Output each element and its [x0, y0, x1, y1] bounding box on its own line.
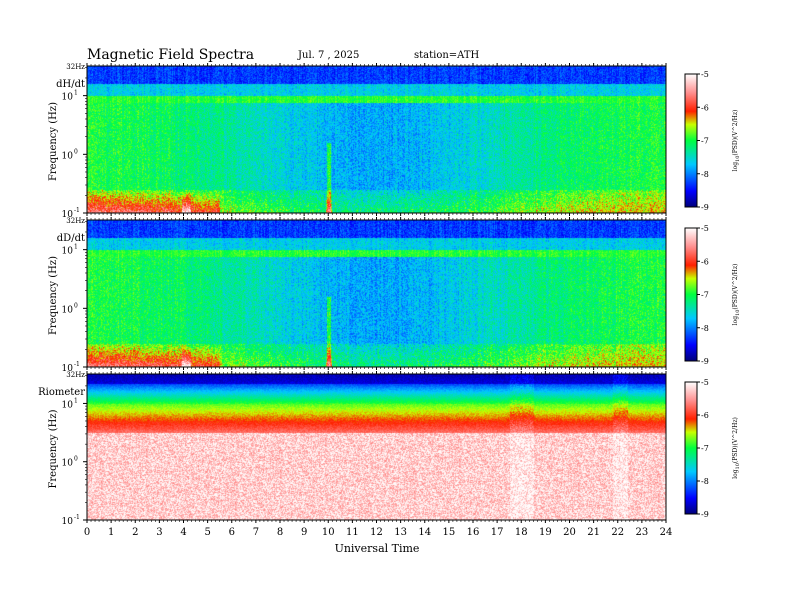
y-top-label: 32Hz: [66, 371, 85, 379]
y-tick-label: 10: [62, 364, 74, 374]
x-tick-label: 10: [322, 527, 335, 538]
y-axis-label: Frequency (Hz): [48, 256, 59, 335]
x-tick-label: 8: [277, 527, 283, 538]
colorbar-tick-label: -8: [701, 324, 709, 333]
y-tick-exponent: 1: [74, 397, 78, 404]
colorbar-tick-label: -7: [701, 291, 709, 300]
y-tick-exponent: -1: [74, 361, 80, 368]
y-tick-exponent: 0: [74, 302, 78, 309]
colorbar: [684, 381, 698, 515]
colorbar-label: log10(PSD)(V^2/Hz): [732, 417, 741, 479]
colorbar-label: log10(PSD)(V^2/Hz): [732, 110, 741, 172]
x-tick-label: 3: [156, 527, 162, 538]
colorbar: [684, 227, 698, 362]
spectrogram-image: [87, 220, 666, 367]
x-tick-label: 12: [370, 527, 383, 538]
station-label: station=ATH: [414, 50, 480, 61]
y-tick-exponent: 1: [74, 244, 78, 251]
panel-label: Riometer: [38, 387, 85, 398]
colorbar-tick-label: -6: [701, 257, 709, 266]
x-tick-label: 17: [491, 527, 504, 538]
colorbar-tick-label: -9: [701, 510, 709, 519]
y-tick-exponent: 1: [74, 90, 78, 97]
y-tick-exponent: -1: [74, 514, 80, 521]
spectrogram-canvas: [87, 374, 666, 520]
colorbar-label: log10(PSD)(V^2/Hz): [732, 264, 741, 326]
y-tick-label: 10: [62, 93, 74, 103]
x-tick-label: 7: [253, 527, 259, 538]
colorbar-tick-label: -7: [701, 137, 709, 146]
x-axis-label: Universal Time: [335, 542, 420, 555]
date-label: Jul. 7 , 2025: [297, 50, 359, 61]
x-tick-label: 6: [229, 527, 235, 538]
y-top-label: 32Hz: [66, 217, 85, 225]
y-tick-label: 10: [62, 151, 74, 161]
spectrogram-canvas: [87, 66, 666, 213]
time-axis: 0 1 2 3 4 5 6 7 8 9 10 11 12 13 14 15 16 17 18 19 20 21 22 23 24: [84, 527, 673, 538]
x-tick-label: 1: [108, 527, 114, 538]
spectrogram-canvas: [87, 220, 666, 367]
colorbar-label-sub: 10: [735, 310, 741, 316]
panel-label: dH/dt: [56, 79, 85, 90]
y-axis-label: Frequency (Hz): [48, 409, 59, 488]
colorbar-tick-label: -9: [701, 357, 709, 366]
x-tick-label: 0: [84, 527, 90, 538]
x-tick-label: 19: [539, 527, 552, 538]
colorbar-label-part: (PSD)(V^2/Hz): [732, 417, 739, 463]
y-tick-label: 10: [62, 305, 74, 315]
y-tick-label: 10: [62, 459, 74, 469]
x-tick-label: 18: [515, 527, 528, 538]
colorbar-label-part: log: [732, 469, 739, 479]
colorbar-label-sub: 10: [735, 156, 741, 162]
colorbar-tick-label: -8: [701, 477, 709, 486]
colorbar-label-part: log: [732, 316, 739, 326]
y-tick-exponent: 0: [74, 148, 78, 155]
y-tick-exponent: -1: [74, 207, 80, 214]
x-tick-label: 22: [611, 527, 624, 538]
colorbar-tick-label: -6: [701, 411, 709, 420]
x-tick-label: 13: [394, 527, 407, 538]
colorbar-tick-label: -5: [701, 70, 709, 79]
chart-title: Magnetic Field Spectra: [87, 47, 254, 63]
y-top-label: 32Hz: [66, 63, 85, 71]
colorbar-tick-label: -8: [701, 170, 709, 179]
colorbar-label-sub: 10: [735, 463, 741, 469]
x-tick-label: 14: [418, 527, 431, 538]
colorbar-label-part: (PSD)(V^2/Hz): [732, 110, 739, 156]
x-tick-label: 23: [636, 527, 649, 538]
colorbar-tick-label: -7: [701, 444, 709, 453]
spectrogram-image: [87, 66, 666, 213]
colorbar-label-part: log: [732, 162, 739, 172]
y-tick-label: 10: [62, 210, 74, 220]
y-tick-label: 10: [62, 517, 74, 527]
y-tick-exponent: 0: [74, 456, 78, 463]
x-tick-label: 21: [587, 527, 600, 538]
x-tick-label: 4: [180, 527, 186, 538]
colorbar-tick-label: -6: [701, 103, 709, 112]
colorbar-tick-label: -5: [701, 378, 709, 387]
x-tick-label: 9: [301, 527, 307, 538]
x-tick-label: 20: [563, 527, 576, 538]
x-tick-label: 2: [132, 527, 138, 538]
spectrogram-image: [87, 374, 666, 520]
x-tick-label: 16: [467, 527, 480, 538]
colorbar-tick-label: -5: [701, 224, 709, 233]
x-tick-label: 5: [204, 527, 210, 538]
colorbar-label-part: (PSD)(V^2/Hz): [732, 264, 739, 310]
x-tick-label: 11: [346, 527, 359, 538]
y-tick-label: 10: [62, 400, 74, 410]
colorbar-tick-label: -9: [701, 203, 709, 212]
y-tick-label: 10: [62, 247, 74, 257]
x-tick-label: 15: [443, 527, 456, 538]
x-tick-label: 24: [660, 527, 673, 538]
y-axis-label: Frequency (Hz): [48, 102, 59, 181]
colorbar: [684, 73, 698, 208]
panel-label: dD/dt: [57, 233, 85, 244]
